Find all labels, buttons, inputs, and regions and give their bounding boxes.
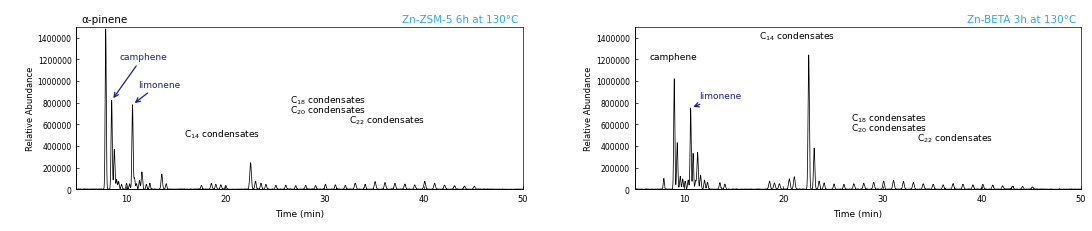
Text: limonene: limonene [135,80,180,103]
Text: Zn-BETA 3h at 130°C: Zn-BETA 3h at 130°C [968,15,1077,24]
Text: C$_{20}$ condensates: C$_{20}$ condensates [851,122,927,134]
Text: C$_{14}$ condensates: C$_{14}$ condensates [183,128,260,140]
Text: Zn-ZSM-5 6h at 130°C: Zn-ZSM-5 6h at 130°C [402,15,519,24]
X-axis label: Time (min): Time (min) [833,209,882,218]
Text: C$_{14}$ condensates: C$_{14}$ condensates [759,30,834,43]
Text: C$_{18}$ condensates: C$_{18}$ condensates [289,94,366,106]
Y-axis label: Relative Abundance: Relative Abundance [584,67,593,151]
Text: camphene: camphene [650,53,697,62]
Text: camphene: camphene [114,53,167,98]
Text: α-pinene: α-pinene [81,15,127,24]
Y-axis label: Relative Abundance: Relative Abundance [26,67,35,151]
Text: limonene: limonene [695,92,741,107]
Text: C$_{22}$ condensates: C$_{22}$ condensates [917,132,994,145]
Text: C$_{20}$ condensates: C$_{20}$ condensates [289,104,366,116]
Text: C$_{22}$ condensates: C$_{22}$ condensates [349,114,426,126]
Text: C$_{18}$ condensates: C$_{18}$ condensates [851,112,927,125]
X-axis label: Time (min): Time (min) [275,209,324,218]
